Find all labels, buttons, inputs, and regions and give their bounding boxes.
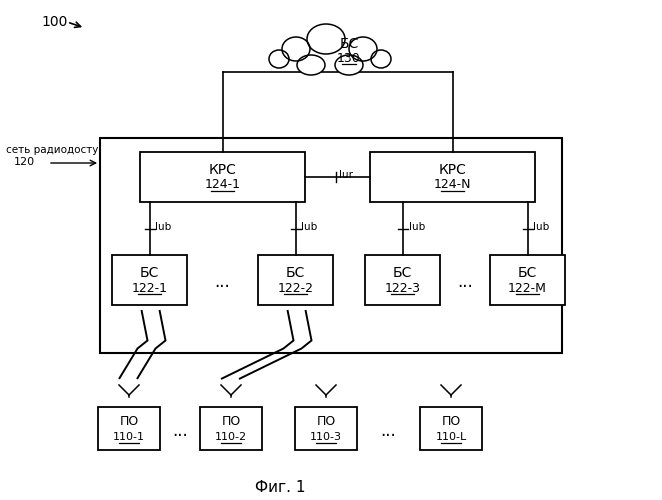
Bar: [140, 152, 305, 202]
Bar: [420, 407, 482, 450]
Text: ПО: ПО: [119, 415, 138, 428]
Ellipse shape: [371, 50, 391, 68]
Text: 100: 100: [42, 15, 68, 29]
Text: 130: 130: [337, 52, 361, 66]
Text: ...: ...: [457, 273, 473, 291]
Text: БС: БС: [393, 266, 412, 280]
Text: Iur: Iur: [340, 170, 354, 180]
Bar: [98, 407, 160, 450]
Text: 122-1: 122-1: [132, 282, 167, 294]
Text: Фиг. 1: Фиг. 1: [255, 480, 305, 494]
Text: 122-М: 122-М: [508, 282, 547, 294]
Text: 110-L: 110-L: [436, 432, 467, 442]
Text: 124-N: 124-N: [434, 178, 471, 192]
Ellipse shape: [269, 50, 289, 68]
Bar: [112, 255, 187, 305]
Ellipse shape: [297, 55, 325, 75]
Text: БС: БС: [140, 266, 159, 280]
Text: ПО: ПО: [221, 415, 240, 428]
Bar: [258, 255, 333, 305]
Text: КРС: КРС: [209, 163, 236, 177]
Text: ...: ...: [214, 273, 230, 291]
Text: 122-3: 122-3: [385, 282, 420, 294]
Text: 110-2: 110-2: [215, 432, 247, 442]
Text: БС: БС: [340, 37, 359, 51]
Text: сеть радиодоступа: сеть радиодоступа: [6, 145, 112, 155]
Text: ...: ...: [381, 422, 397, 440]
Text: 120: 120: [14, 157, 35, 167]
Bar: [365, 255, 440, 305]
Text: ПО: ПО: [442, 415, 461, 428]
Text: КРС: КРС: [438, 163, 467, 177]
Text: Iub: Iub: [534, 222, 549, 232]
Text: БС: БС: [518, 266, 537, 280]
Bar: [200, 407, 262, 450]
Text: 122-2: 122-2: [277, 282, 314, 294]
Ellipse shape: [282, 37, 310, 61]
Text: 124-1: 124-1: [205, 178, 240, 192]
Text: 110-3: 110-3: [310, 432, 342, 442]
Bar: [100, 138, 562, 353]
Text: 110-1: 110-1: [113, 432, 145, 442]
Text: ...: ...: [172, 422, 188, 440]
Text: БС: БС: [286, 266, 305, 280]
Ellipse shape: [349, 37, 377, 61]
Bar: [370, 152, 535, 202]
Ellipse shape: [307, 24, 345, 54]
Bar: [490, 255, 565, 305]
Text: Iub: Iub: [156, 222, 171, 232]
Text: Iub: Iub: [408, 222, 425, 232]
Ellipse shape: [335, 55, 363, 75]
Bar: [295, 407, 357, 450]
Text: Iub: Iub: [301, 222, 318, 232]
Text: ПО: ПО: [316, 415, 336, 428]
